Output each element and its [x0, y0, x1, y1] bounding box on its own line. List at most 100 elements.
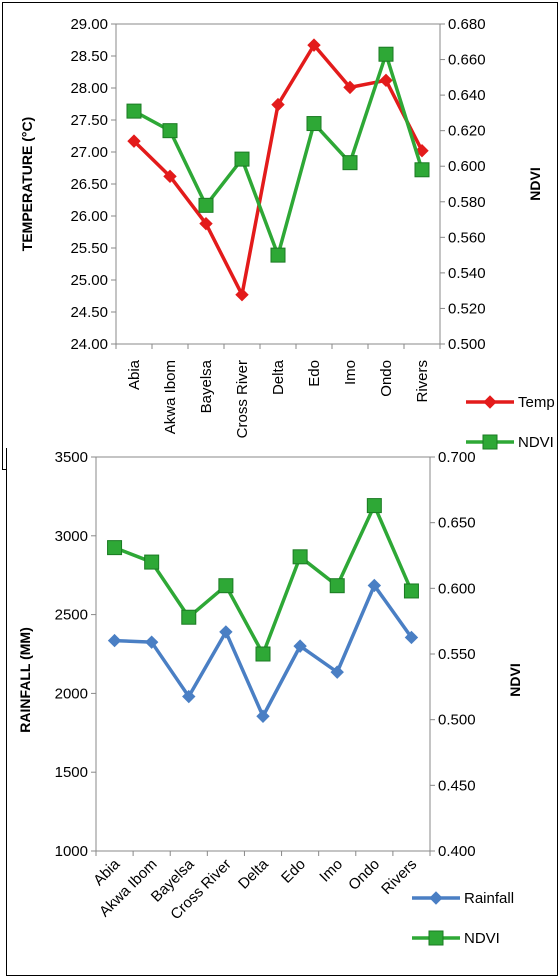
right-tick-label: 0.660 [448, 52, 486, 69]
series-temp [127, 38, 429, 302]
y2-axis-title: NDVI [507, 663, 523, 696]
legend: Temp NDVI [466, 394, 555, 451]
temp-point [163, 169, 177, 184]
left-tick-label: 24.50 [70, 304, 108, 321]
left-tick-label: 1500 [55, 764, 88, 781]
series-ndvi [126, 46, 430, 263]
rainfall-point [256, 709, 270, 723]
left-tick-label: 27.50 [70, 112, 108, 129]
temp-point [415, 144, 429, 158]
left-tick-label: 25.00 [70, 272, 108, 289]
x-tick-label: Edo [306, 360, 323, 387]
temperature-ndvi-chart-panel [2, 2, 558, 470]
y-axis-title: RAINFALL (MM) [17, 627, 33, 733]
right-tick-label: 0.600 [448, 158, 486, 175]
ndvi-line [133, 52, 424, 257]
rainfall-point [219, 625, 233, 639]
right-tick-label: 0.500 [438, 712, 476, 729]
ndvi-point [342, 155, 358, 171]
temp-point [235, 288, 249, 302]
ndvi-point [162, 123, 178, 139]
y2-axis-title: NDVI [527, 167, 543, 200]
left-tick-label: 26.50 [70, 176, 108, 193]
left-tick-label: 3500 [55, 449, 88, 466]
right-tick-label: 0.600 [438, 580, 476, 597]
x-tick-label: Abia [126, 359, 143, 390]
right-tick-label: 0.550 [438, 646, 476, 663]
temp-point [127, 134, 141, 148]
right-tick-label: 0.560 [448, 229, 486, 246]
ndvi-point [144, 554, 160, 570]
legend-label: NDVI [518, 434, 554, 451]
legend-label: Rainfall [464, 890, 514, 907]
rainfall-point [293, 639, 307, 653]
left-tick-label: 28.00 [70, 80, 108, 97]
x-tick-label: Rivers [378, 856, 420, 898]
ndvi-point [234, 151, 250, 167]
right-tick-label: 0.620 [448, 123, 486, 140]
rainfall-ndvi-chart-panel [6, 448, 558, 976]
ndvi-point [198, 197, 214, 213]
rainfall-point [367, 578, 382, 593]
temp-point [379, 73, 393, 88]
chart-2: 1000150020002500300035000.4000.4500.5000… [17, 449, 523, 947]
x-tick-label: Ondo [345, 856, 383, 894]
legend: Rainfall NDVI [412, 890, 514, 947]
left-tick-label: 27.00 [70, 144, 108, 161]
left-tick-label: 2500 [55, 607, 88, 624]
left-tick-label: 25.50 [70, 240, 108, 257]
series-ndvi [107, 498, 419, 662]
x-tick-label: Edo [278, 856, 309, 887]
x-tick-label: Imo [342, 360, 359, 385]
ndvi-point [414, 162, 430, 178]
ndvi-point [126, 103, 142, 119]
ndvi-point [107, 540, 123, 556]
left-tick-label: 24.00 [70, 336, 108, 353]
x-tick-label: Ondo [378, 360, 395, 397]
right-tick-label: 0.640 [448, 87, 486, 104]
rainfall-point [330, 665, 344, 679]
legend-marker [428, 930, 444, 946]
ndvi-point [255, 646, 271, 662]
legend-item-rainfall: Rainfall [412, 890, 514, 907]
legend-item-temp: Temp [466, 394, 555, 411]
x-tick-label: Akwa Ibom [162, 360, 179, 434]
ndvi-point [270, 247, 286, 263]
right-axis: 0.500 0.520 0.540 0.560 0.580 0.600 0.620 0.640… [440, 16, 486, 353]
legend-label: Temp [518, 394, 555, 411]
right-tick-label: 0.650 [438, 515, 476, 532]
legend-marker [482, 434, 498, 450]
ndvi-point [292, 549, 308, 565]
temp-point [271, 97, 285, 112]
rainfall-point [404, 630, 419, 645]
ndvi-point [181, 609, 197, 625]
ndvi-point [403, 583, 419, 599]
ndvi-point [378, 46, 394, 62]
legend-marker [483, 395, 497, 409]
legend-marker [429, 891, 443, 905]
right-tick-label: 0.400 [438, 843, 476, 860]
temp-point [199, 216, 213, 231]
rainfall-point [182, 689, 196, 704]
series-rainfall [107, 578, 419, 723]
x-tick-label: Abia [90, 855, 124, 889]
right-tick-label: 0.520 [448, 300, 486, 317]
left-tick-label: 29.00 [70, 16, 108, 33]
left-tick-label: 28.50 [70, 48, 108, 65]
legend-item-ndvi: NDVI [412, 930, 500, 947]
ndvi-point [329, 578, 345, 594]
chart-1: 24.00 24.50 25.00 25.50 26.00 26.50 27.00 27.50… [19, 16, 555, 451]
x-tick-label: Rivers [414, 360, 431, 403]
legend-item-ndvi: NDVI [466, 434, 554, 451]
left-tick-label: 3000 [55, 528, 88, 545]
x-tick-label: Delta [235, 855, 272, 892]
right-tick-label: 0.500 [448, 336, 486, 353]
x-tick-label: Cross River [234, 360, 251, 438]
left-axis: 24.00 24.50 25.00 25.50 26.00 26.50 27.00 27.50… [70, 16, 116, 353]
x-tick-label: Bayelsa [198, 359, 215, 413]
temp-point [307, 38, 321, 52]
left-tick-label: 2000 [55, 685, 88, 702]
